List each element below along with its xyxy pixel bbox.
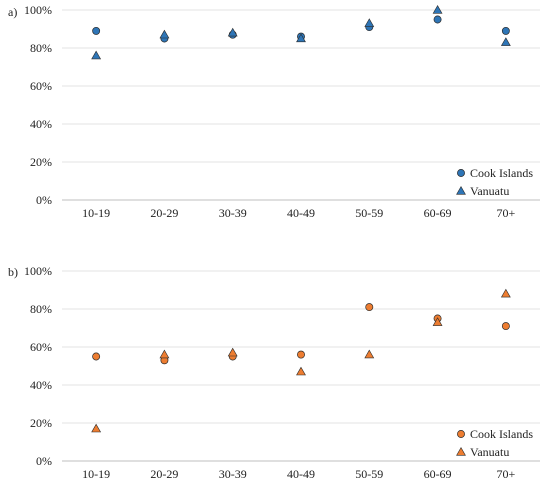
legend-label: Cook Islands xyxy=(470,427,533,441)
data-point xyxy=(296,366,306,376)
y-tick-label: 40% xyxy=(30,117,52,131)
legend: Cook Islands Vanuatu xyxy=(456,166,533,198)
legend-label: Cook Islands xyxy=(470,166,533,180)
data-point xyxy=(501,26,510,35)
y-tick-label: 0% xyxy=(36,193,52,207)
panel-label: b) xyxy=(8,265,18,279)
data-point xyxy=(92,26,101,35)
x-tick-label: 20-29 xyxy=(150,467,178,481)
y-tick-label: 80% xyxy=(30,41,52,55)
data-point xyxy=(432,317,443,326)
legend: Cook Islands Vanuatu xyxy=(456,427,533,459)
legend-label: Vanuatu xyxy=(470,184,509,198)
x-tick-label: 10-19 xyxy=(82,206,110,220)
data-point xyxy=(92,352,101,361)
y-tick-label: 0% xyxy=(36,454,52,468)
data-point xyxy=(500,37,511,46)
x-tick-label: 60-69 xyxy=(424,467,452,481)
data-point xyxy=(432,4,443,14)
x-tick-label: 30-39 xyxy=(219,467,247,481)
series-cook-islands xyxy=(92,303,510,365)
series-vanuatu xyxy=(91,288,511,433)
data-point xyxy=(159,29,170,39)
y-tick-label: 100% xyxy=(24,264,52,278)
y-tick-label: 60% xyxy=(30,79,52,93)
data-point xyxy=(364,349,375,359)
x-tick-label: 50-59 xyxy=(355,467,383,481)
data-point xyxy=(500,288,511,298)
x-tick-label: 10-19 xyxy=(82,467,110,481)
chart-panel-a: a) 0% 20% 40% 60% 80% 100% 10-19 20-29 30-39 40-49… xyxy=(8,3,540,220)
y-tick-label: 60% xyxy=(30,340,52,354)
panel-label: a) xyxy=(8,5,17,19)
data-point xyxy=(365,303,374,312)
x-tick-label: 70+ xyxy=(496,206,515,220)
y-tick-label: 20% xyxy=(30,155,52,169)
legend-marker xyxy=(457,430,465,438)
x-tick-label: 70+ xyxy=(496,467,515,481)
data-point xyxy=(227,27,238,37)
x-tick-label: 40-49 xyxy=(287,467,315,481)
data-point xyxy=(297,350,305,359)
series-vanuatu xyxy=(91,4,511,60)
y-tick-label: 40% xyxy=(30,378,52,392)
data-point xyxy=(91,50,102,60)
y-tick-label: 20% xyxy=(30,416,52,430)
data-point xyxy=(433,15,442,24)
legend-marker xyxy=(457,169,465,177)
data-point xyxy=(91,423,102,433)
x-tick-label: 50-59 xyxy=(355,206,383,220)
chart-panel-b: b) 0% 20% 40% 60% 80% 100% 10-19 20-29 30-39 40-49… xyxy=(8,264,540,481)
x-tick-label: 20-29 xyxy=(150,206,178,220)
legend-marker xyxy=(456,185,466,195)
data-point xyxy=(296,33,306,43)
data-point xyxy=(159,349,170,359)
data-point xyxy=(227,347,238,357)
legend-label: Vanuatu xyxy=(470,445,509,459)
x-tick-label: 60-69 xyxy=(424,206,452,220)
x-tick-label: 30-39 xyxy=(219,206,247,220)
data-point xyxy=(501,322,510,331)
y-tick-label: 80% xyxy=(30,302,52,316)
y-tick-label: 100% xyxy=(24,3,52,17)
x-tick-label: 40-49 xyxy=(287,206,315,220)
data-point xyxy=(364,18,375,27)
legend-marker xyxy=(456,446,466,456)
